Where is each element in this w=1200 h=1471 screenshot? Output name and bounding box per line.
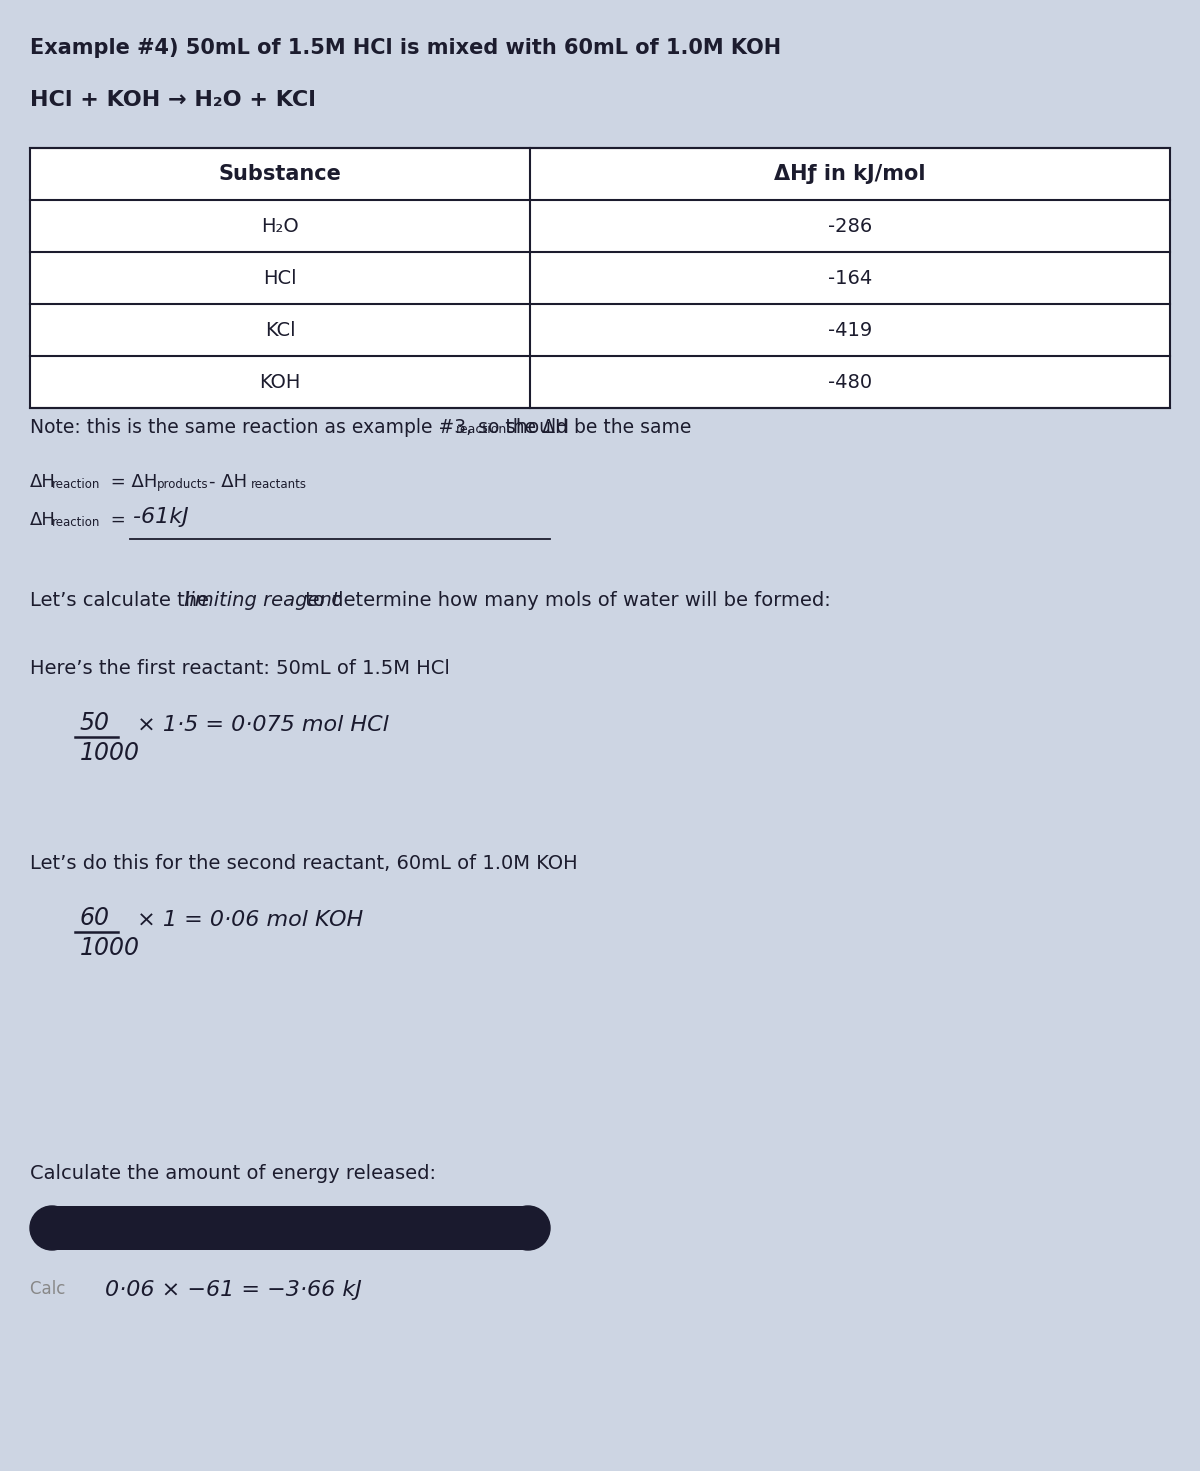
Text: -480: -480 bbox=[828, 372, 872, 391]
Text: Here’s the first reactant: 50mL of 1.5M HCl: Here’s the first reactant: 50mL of 1.5M … bbox=[30, 659, 450, 678]
Text: -61kJ: -61kJ bbox=[133, 507, 188, 527]
Text: should be the same: should be the same bbox=[499, 418, 691, 437]
Text: × 1·5 = 0·075 mol HCl: × 1·5 = 0·075 mol HCl bbox=[130, 715, 389, 736]
Bar bbox=[52, 1206, 528, 1250]
Text: reactants: reactants bbox=[251, 478, 307, 491]
Text: 1000: 1000 bbox=[80, 936, 140, 961]
Text: KCl: KCl bbox=[265, 321, 295, 340]
Text: products: products bbox=[157, 478, 209, 491]
Text: 60: 60 bbox=[80, 906, 110, 930]
Text: reaction: reaction bbox=[456, 424, 506, 435]
Bar bbox=[30, 149, 1170, 407]
Text: H₂O: H₂O bbox=[262, 216, 299, 235]
Text: × 1 = 0·06 mol KOH: × 1 = 0·06 mol KOH bbox=[130, 911, 364, 930]
Text: Substance: Substance bbox=[218, 163, 342, 184]
Text: Calculate the amount of energy released:: Calculate the amount of energy released: bbox=[30, 1164, 436, 1183]
Text: Note: this is the same reaction as example #3, so the ΔH: Note: this is the same reaction as examp… bbox=[30, 418, 569, 437]
Circle shape bbox=[30, 1206, 74, 1250]
Text: -419: -419 bbox=[828, 321, 872, 340]
Text: KOH: KOH bbox=[259, 372, 301, 391]
Text: to determine how many mols of water will be formed:: to determine how many mols of water will… bbox=[299, 591, 830, 610]
Text: limiting reagent: limiting reagent bbox=[184, 591, 340, 610]
Text: HCl: HCl bbox=[263, 269, 296, 287]
Text: ΔH: ΔH bbox=[30, 474, 56, 491]
Text: 50: 50 bbox=[80, 710, 110, 736]
Text: Example #4) 50mL of 1.5M HCl is mixed with 60mL of 1.0M KOH: Example #4) 50mL of 1.5M HCl is mixed wi… bbox=[30, 38, 781, 57]
Text: ΔH: ΔH bbox=[30, 510, 56, 530]
Text: -164: -164 bbox=[828, 269, 872, 287]
Text: ΔHƒ in kJ/mol: ΔHƒ in kJ/mol bbox=[774, 163, 925, 184]
Text: Calc: Calc bbox=[30, 1280, 76, 1297]
Text: Let’s calculate the: Let’s calculate the bbox=[30, 591, 215, 610]
Text: 0·06 × −61 = −3·66 kJ: 0·06 × −61 = −3·66 kJ bbox=[106, 1280, 362, 1300]
Text: Let’s do this for the second reactant, 60mL of 1.0M KOH: Let’s do this for the second reactant, 6… bbox=[30, 855, 577, 872]
Circle shape bbox=[506, 1206, 550, 1250]
Text: -286: -286 bbox=[828, 216, 872, 235]
Text: HCl + KOH → H₂O + KCl: HCl + KOH → H₂O + KCl bbox=[30, 90, 316, 110]
Text: - ΔH: - ΔH bbox=[209, 474, 247, 491]
Text: 1000: 1000 bbox=[80, 741, 140, 765]
Text: reaction: reaction bbox=[52, 516, 101, 530]
Text: =: = bbox=[106, 510, 132, 530]
Text: = ΔH: = ΔH bbox=[106, 474, 157, 491]
Text: reaction: reaction bbox=[52, 478, 101, 491]
